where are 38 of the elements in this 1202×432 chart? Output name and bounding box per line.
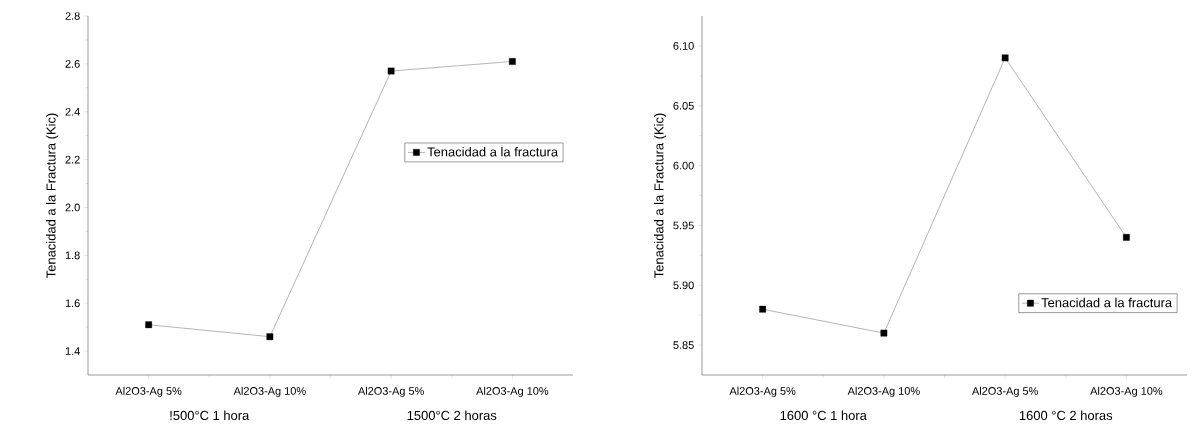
text: 1600 °C 1 hora bbox=[780, 410, 867, 421]
legend-label: Tenacidad a la fractura bbox=[427, 146, 559, 157]
y-tick-label: 2.8 bbox=[65, 12, 80, 20]
y-tick-label: 1.6 bbox=[65, 299, 80, 308]
x-tick-label: Al2O3-Ag 10% bbox=[233, 386, 306, 397]
y-tick-label: 1.8 bbox=[65, 251, 80, 260]
point bbox=[1123, 234, 1130, 241]
y-tick-label: 5.85 bbox=[673, 341, 694, 349]
x-tick-label: Al2O3-Ag 10% bbox=[847, 386, 920, 397]
y-tick-label: 6.00 bbox=[673, 161, 694, 170]
y-tick-label: 2.2 bbox=[65, 155, 80, 164]
y-tick-label: 6.05 bbox=[673, 101, 694, 110]
point bbox=[266, 333, 274, 341]
y-tick-label: 5.95 bbox=[673, 221, 694, 230]
x-tick-label: Al2O3-Ag 10% bbox=[1090, 386, 1163, 397]
text: !500°C 1 hora bbox=[170, 410, 250, 421]
text: 1600 °C 2 horas bbox=[1019, 410, 1113, 421]
point bbox=[880, 329, 888, 337]
y-tick-label: 2.0 bbox=[65, 203, 80, 212]
point bbox=[1001, 54, 1009, 62]
y-tick-label: 2.6 bbox=[65, 60, 80, 68]
point bbox=[509, 58, 516, 65]
y-tick-label: 2.4 bbox=[65, 107, 80, 116]
point bbox=[387, 67, 395, 75]
y-axis-title: Tenacidad a la Fractura (Kic) bbox=[654, 113, 667, 278]
point bbox=[759, 305, 766, 313]
y-tick-label: 6.10 bbox=[673, 42, 694, 50]
y-axis-title: Tenacidad a la Fractura (Kic) bbox=[46, 113, 59, 278]
x-tick-label: Al2O3-Ag 5% bbox=[115, 386, 182, 397]
x-tick-label: Al2O3-Ag 10% bbox=[476, 386, 549, 397]
point bbox=[145, 321, 152, 329]
y-tick-label: 5.90 bbox=[673, 281, 694, 290]
text: 1500°C 2 horas bbox=[407, 410, 497, 421]
x-tick-label: Al2O3-Ag 5% bbox=[729, 386, 796, 397]
x-tick-label: Al2O3-Ag 5% bbox=[971, 386, 1038, 397]
y-tick-label: 1.4 bbox=[65, 347, 80, 355]
legend-label: Tenacidad a la fractura bbox=[1041, 297, 1173, 308]
x-tick-label: Al2O3-Ag 5% bbox=[357, 386, 424, 397]
